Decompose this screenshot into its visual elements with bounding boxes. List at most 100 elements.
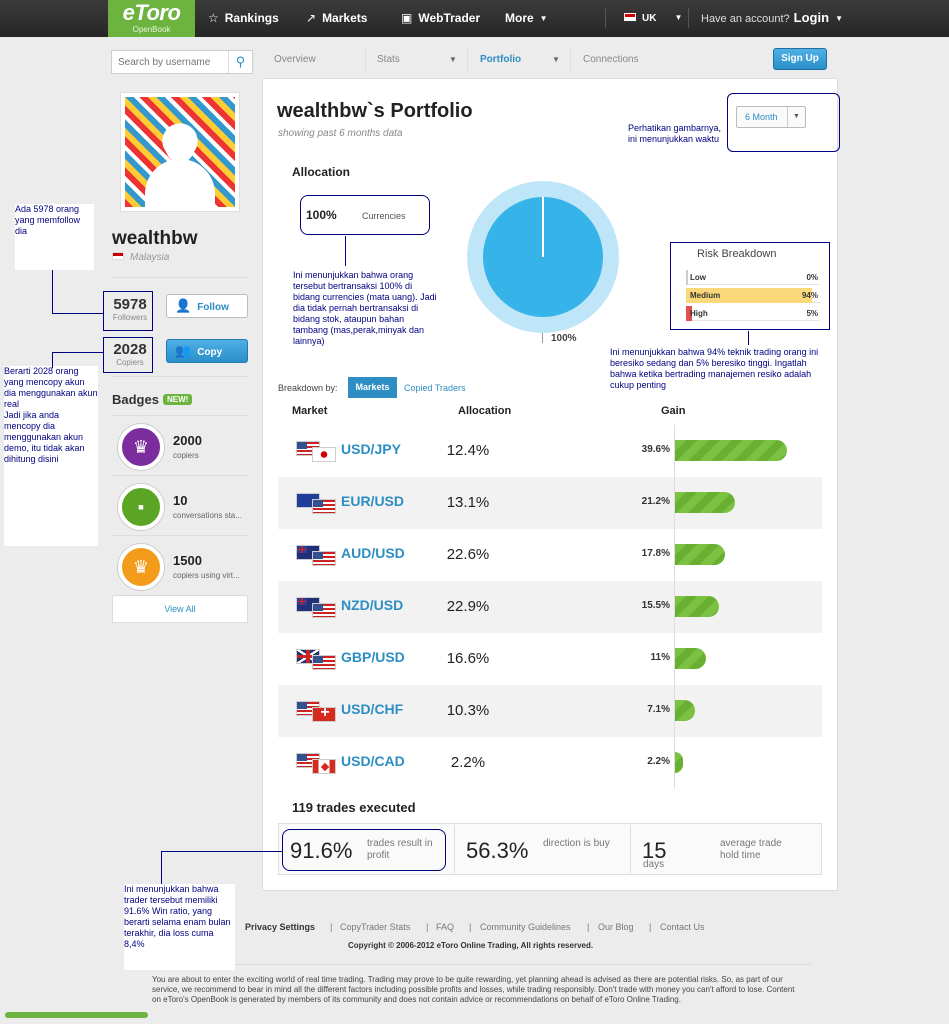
signup-button[interactable]: Sign Up: [773, 48, 827, 70]
chevron-down-icon[interactable]: ▼: [449, 55, 457, 64]
currency-flags: [296, 753, 336, 775]
footer-link-contact[interactable]: Contact Us: [660, 922, 705, 932]
annotation-line: [345, 236, 346, 266]
etoro-logo[interactable]: eToro OpenBook: [108, 0, 195, 37]
market-link[interactable]: EUR/USD: [341, 493, 405, 509]
annotation-period-box: [727, 93, 840, 152]
annotation-copiers: Berarti 2028 orang yang mencopy akun dia…: [4, 366, 98, 546]
table-row[interactable]: USD/CHF 10.3% 7.1%: [278, 685, 822, 737]
table-row[interactable]: NZD/USD 22.9% 15.5%: [278, 581, 822, 633]
table-row[interactable]: USD/CAD 2.2% 2.2%: [278, 737, 822, 789]
divider: [112, 376, 248, 377]
market-link[interactable]: AUD/USD: [341, 545, 405, 561]
annotation-risk-box: [670, 242, 830, 330]
ca-flag-icon: [312, 759, 336, 774]
win-ratio-label: trades result in profit: [367, 838, 433, 861]
table-row[interactable]: EUR/USD 13.1% 21.2%: [278, 477, 822, 529]
annotation-period: Perhatikan gambarnya, ini menunjukkan wa…: [628, 123, 722, 144]
footer-divider: |: [330, 922, 333, 932]
badge-item[interactable]: ♛ 1500 copiers using virt...: [112, 537, 248, 595]
direction-label: direction is buy: [543, 838, 610, 849]
donut-label: 100%: [551, 333, 577, 344]
risk-row-low: Low 0%: [686, 270, 820, 285]
breakdown-tab-markets[interactable]: Markets: [348, 377, 397, 398]
market-link[interactable]: USD/JPY: [341, 441, 401, 457]
table-row[interactable]: GBP/USD 16.6% 11%: [278, 633, 822, 685]
table-row[interactable]: USD/JPY 12.4% 39.6%: [278, 425, 822, 477]
followers-count: 5978: [113, 296, 147, 313]
nav-rankings-label: Rankings: [224, 11, 279, 25]
gain-value: 21.2%: [641, 496, 670, 507]
chevron-down-icon[interactable]: ▼: [552, 55, 560, 64]
tab-connections[interactable]: Connections: [583, 54, 639, 65]
nav-markets[interactable]: ↗ Markets: [306, 0, 367, 37]
badge-item[interactable]: ♛ 2000 copiers: [112, 417, 248, 475]
chat-icon: ▪: [118, 484, 164, 530]
period-select[interactable]: 6 Month ▼: [736, 106, 806, 128]
footer-link-privacy[interactable]: Privacy Settings: [245, 922, 316, 932]
hold-time-unit: days: [643, 859, 665, 870]
crown-icon: ♛: [118, 544, 164, 590]
account-question: Have an account?: [701, 13, 790, 25]
risk-bar: [686, 270, 688, 285]
market-link[interactable]: GBP/USD: [341, 649, 405, 665]
copy-button[interactable]: 👥 Copy: [166, 339, 248, 363]
badges-label: Badges: [112, 392, 159, 407]
tab-overview[interactable]: Overview: [274, 54, 316, 65]
footer-link-blog[interactable]: Our Blog: [598, 922, 634, 932]
tab-portfolio[interactable]: Portfolio: [480, 54, 522, 65]
trades-title: 119 trades executed: [292, 800, 416, 815]
copyright: Copyright © 2006-2012 eToro Online Tradi…: [348, 941, 594, 950]
market-link[interactable]: NZD/USD: [341, 597, 404, 613]
footer-link-faq[interactable]: FAQ: [436, 922, 455, 932]
gain-axis: [674, 425, 675, 477]
risk-label: Medium: [690, 291, 721, 300]
search-icon[interactable]: ⚲: [228, 51, 252, 73]
footer-link-copytrader[interactable]: CopyTrader Stats: [340, 922, 411, 932]
badge-item[interactable]: ▪ 10 conversations sta...: [112, 477, 248, 535]
gain-value: 7.1%: [647, 704, 670, 715]
gain-value: 2.2%: [647, 756, 670, 767]
annotation-followers-box: [103, 291, 153, 331]
nav-rankings[interactable]: ☆ Rankings: [208, 0, 279, 37]
nav-markets-label: Markets: [322, 11, 368, 25]
annotation-line: [52, 313, 103, 314]
badge-caption: copiers using virt...: [173, 571, 240, 580]
search-input[interactable]: [112, 51, 226, 73]
hold-time-label: average trade hold time: [720, 838, 782, 861]
gain-value: 39.6%: [641, 444, 670, 455]
market-link[interactable]: USD/CHF: [341, 701, 404, 717]
annotation-winratio-box: [282, 829, 446, 871]
breakdown-label: Breakdown by:: [278, 383, 338, 393]
column-header-market: Market: [292, 405, 328, 417]
tab-stats[interactable]: Stats: [377, 54, 400, 65]
copiers-stat: 2028 Copiers: [108, 341, 152, 367]
annotation-line: [52, 270, 53, 313]
annotation-currency-box: [300, 195, 430, 235]
risk-bar: [686, 306, 692, 321]
stat-divider: [630, 825, 631, 873]
locale-label: UK: [642, 13, 657, 24]
risk-label: Low: [690, 273, 706, 282]
follow-button[interactable]: 👤 Follow: [166, 294, 248, 318]
footer-link-guidelines[interactable]: Community Guidelines: [480, 922, 571, 932]
gain-bar: [675, 440, 787, 461]
gain-axis: [674, 581, 675, 633]
breakdown-tab-copied-traders[interactable]: Copied Traders: [404, 383, 466, 393]
locale-selector[interactable]: UK ▼: [624, 0, 682, 37]
risk-row-high: High 5%: [686, 306, 820, 321]
table-row[interactable]: AUD/USD 22.6% 17.8%: [278, 529, 822, 581]
footer-divider: |: [587, 922, 590, 932]
nav-webtrader[interactable]: ▣ WebTrader: [401, 0, 480, 37]
nav-more[interactable]: More ▼: [505, 0, 548, 37]
badge-value: 2000: [173, 433, 202, 448]
account-area[interactable]: Have an account? Login ▼: [701, 0, 843, 37]
allocation-value: 10.3%: [446, 702, 490, 719]
direction-value: 56.3%: [466, 838, 529, 863]
avatar-image: [125, 97, 235, 207]
us-flag-icon: [312, 603, 336, 618]
nav-divider: [688, 8, 689, 28]
us-flag-icon: [312, 551, 336, 566]
view-all-badges-button[interactable]: View All: [112, 595, 248, 623]
market-link[interactable]: USD/CAD: [341, 753, 405, 769]
